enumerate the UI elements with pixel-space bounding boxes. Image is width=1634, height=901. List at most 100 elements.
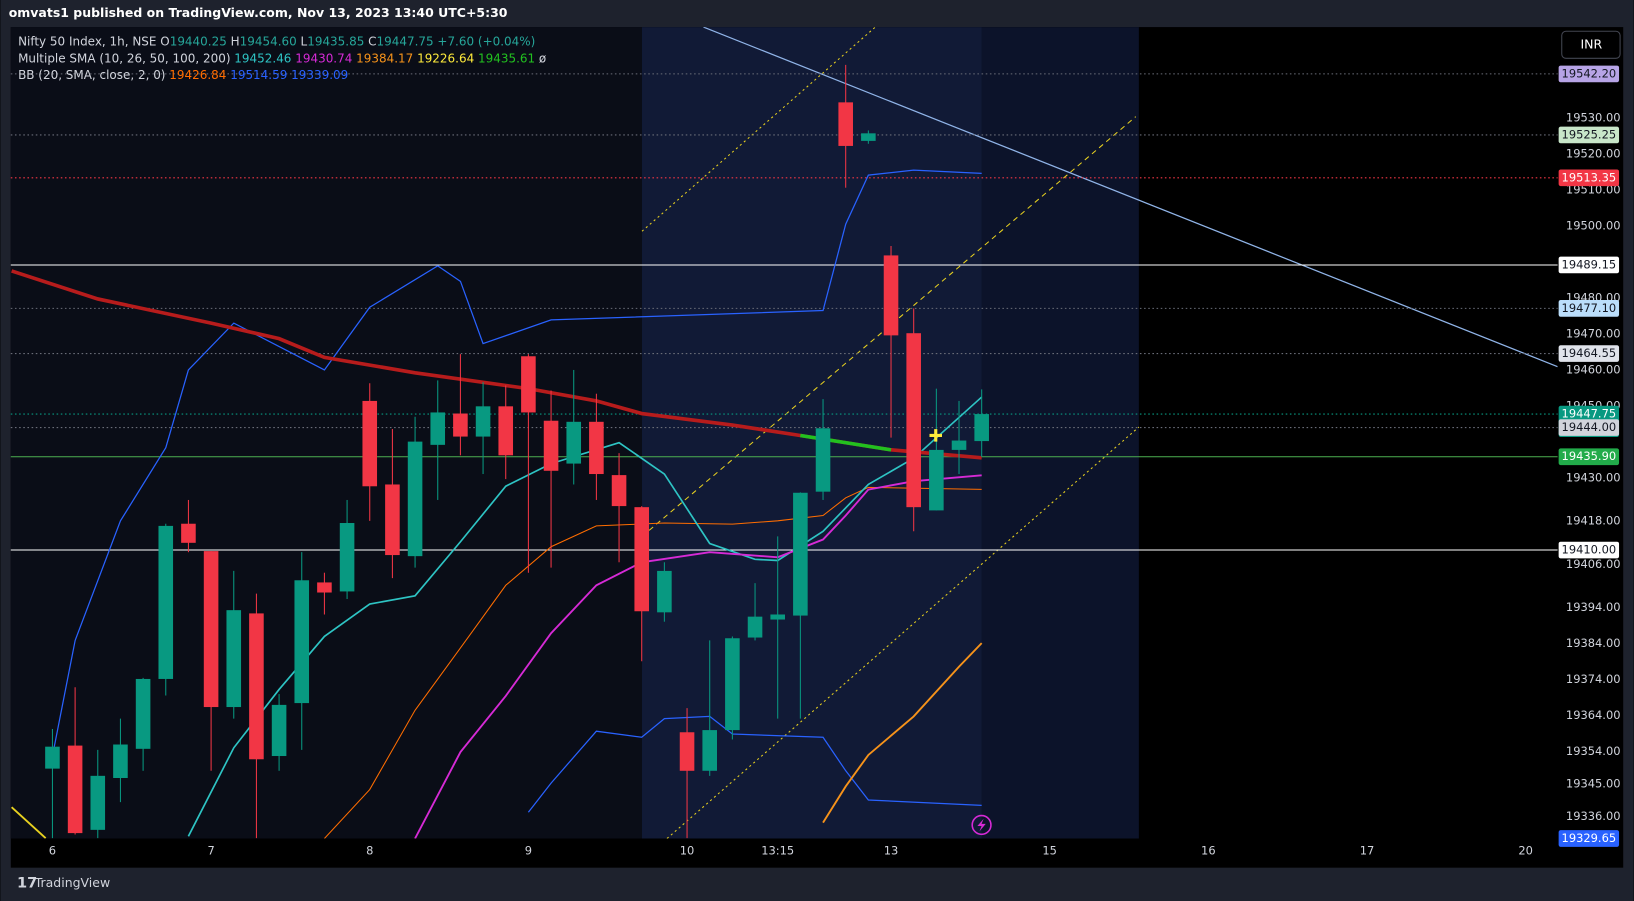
price-label: 19525.25 [1562,127,1617,141]
price-label: 19513.35 [1562,170,1617,184]
price-labels: 19542.20 19525.25 19513.35 19489.15 19477.10… [1558,65,1620,847]
price-label: 19464.55 [1562,346,1617,360]
y-tick-label: 19470.00 [1566,326,1621,340]
sma-value: 19435.61 [478,51,535,65]
ohlc-value: 19440.25 [170,34,227,48]
x-tick-label: 13:15 [761,844,794,858]
channel-lower [666,426,1140,839]
candle-body [793,492,808,616]
price-label-box [1558,830,1620,847]
sma-value: 19452.46 [234,51,291,65]
candle-body [181,523,196,543]
candle-body [611,475,627,507]
x-tick-label: 20 [1518,844,1533,858]
x-tick-label: 6 [49,844,56,858]
price-label: 19329.65 [1562,831,1617,845]
price-label: 19410.00 [1562,543,1617,557]
candle-body [158,525,174,679]
indicator-line [10,806,47,839]
price-label: 19477.10 [1562,301,1617,315]
price-label-box [1558,448,1620,466]
price-label: 19489.15 [1562,257,1617,271]
ohlc-label: O [160,34,169,48]
candles [45,64,989,839]
symbol: Nifty 50 Index, 1h, NSE [18,34,156,48]
ohlc-value: 19435.85 [307,34,364,48]
price-label: 19435.90 [1562,449,1617,463]
candle-body [475,406,491,437]
indicator-line [324,486,982,839]
bb-title: BB (20, SMA, close, 2, 0) [18,67,165,81]
candle-body [883,255,899,336]
candle-body [543,420,559,471]
published-line: omvats1 published on TradingView.com, No… [9,5,508,20]
candle-body [951,440,967,450]
x-tick-label: 17 [1360,844,1375,858]
candle-body [657,570,672,613]
x-tick-label: 9 [525,844,532,858]
footer-brand: TradingView [34,875,110,890]
x-tick-label: 7 [207,844,214,858]
currency-button[interactable]: INR [1561,30,1621,59]
price-label-box [1558,300,1620,317]
candle-body [407,441,423,557]
indicator-line [51,169,982,757]
indicator-line [187,396,983,837]
price-label-box [1558,65,1620,83]
candle-body [339,523,355,592]
price-label-box [1558,169,1620,187]
candle-body [271,704,287,757]
candle-body [45,746,60,769]
drawings [641,27,1558,839]
price-label-box [1558,541,1620,559]
y-tick-label: 19500.00 [1566,218,1621,232]
indicator-highlight [800,433,892,452]
y-tick-label: 19374.00 [1566,672,1621,686]
legend-bb: BB (20, SMA, close, 2, 0) 19426.84 19514… [18,67,348,81]
price-label: 19444.00 [1562,420,1617,434]
candle-body [249,613,264,760]
candle-body [634,507,650,612]
candle-body [67,745,83,834]
ohlc-label: L [301,34,308,48]
candle-body [974,414,989,442]
candle-body [702,730,718,771]
price-label: 19542.20 [1562,66,1617,80]
x-tick-label: 13 [884,844,899,858]
candle-body [521,356,536,413]
ohlc-label: C [368,34,376,48]
candle-body [453,413,468,437]
price-label: 19447.75 [1562,407,1617,421]
candle-body [679,732,695,771]
logo-mark: 17 [17,874,37,891]
bb-value: 19514.59 [230,67,287,81]
candle-body [203,551,219,708]
y-tick-label: 19406.00 [1566,557,1621,571]
candle-body [317,582,332,593]
price-label-box [1558,126,1620,144]
candle-body [135,678,151,749]
y-tick-label: 19384.00 [1566,636,1621,650]
channel-zone [642,27,1139,839]
channel-mid [641,116,1137,537]
ohlc-value: 19447.75 [377,34,434,48]
alert-bolt [977,818,986,832]
alert-icon[interactable] [971,814,992,836]
y-tick-label: 19520.00 [1566,146,1621,160]
y-tick-label: 19530.00 [1566,110,1621,124]
indicator-line [822,642,983,824]
y-tick-label: 19460.00 [1566,362,1621,376]
change: +7.60 (+0.04%) [437,34,535,48]
crosshair [929,429,942,442]
ohlc-label: H [231,34,240,48]
legend-sma: Multiple SMA (10, 26, 50, 100, 200) 1945… [18,51,546,65]
candle-body [498,406,514,456]
indicator-line [414,474,982,839]
currency[interactable]: INR [1581,36,1603,51]
y-tick-label: 19345.00 [1566,777,1621,791]
currency-box[interactable] [1561,30,1621,59]
candle-body [430,412,446,445]
bb-value: 19426.84 [169,67,226,81]
candle-body [385,484,400,556]
